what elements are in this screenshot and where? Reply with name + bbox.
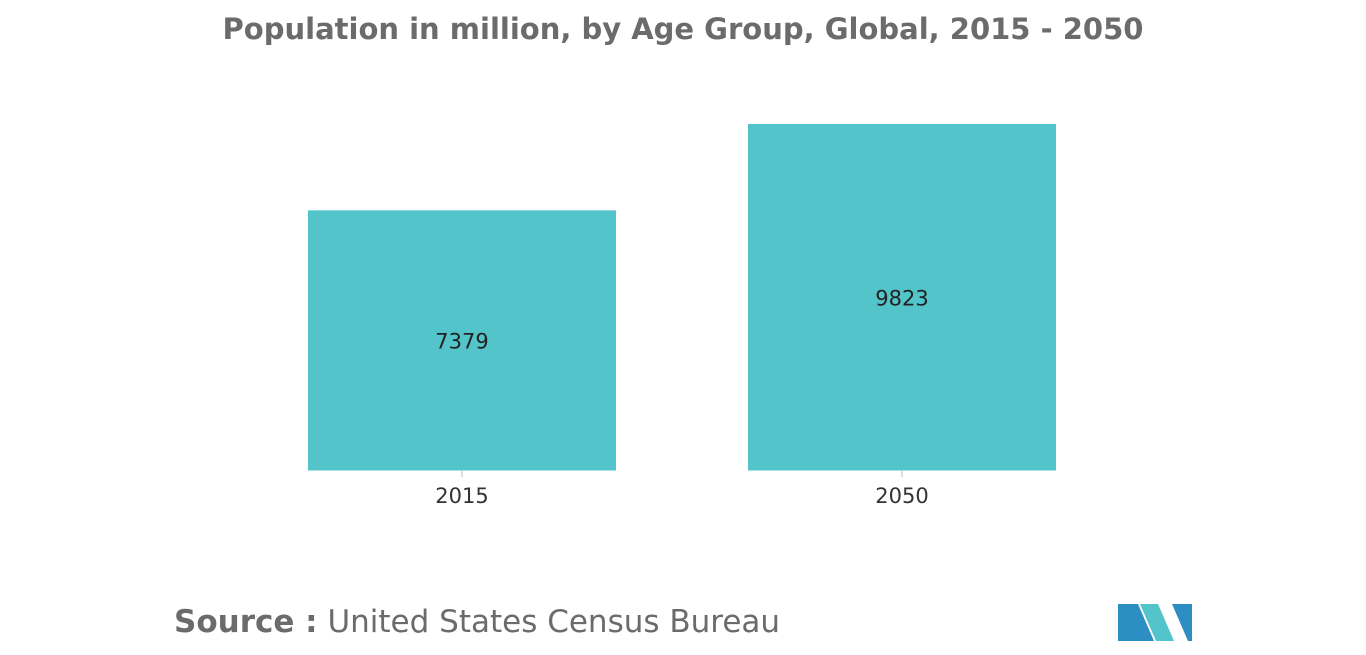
bar-chart: 7379 2015 9823 2050: [308, 124, 1056, 509]
x-ticks-group: [461, 471, 903, 477]
source-text: United States Census Bureau: [327, 604, 781, 640]
bar-2050: [748, 124, 1056, 471]
labels-group: 7379 2015 9823 2050: [435, 287, 928, 509]
bars-group: [308, 124, 1056, 471]
mordor-intelligence-logo-icon: [1118, 604, 1192, 641]
data-label-2050: 9823: [875, 287, 928, 311]
x-tick-label-2015: 2015: [435, 484, 488, 508]
logo-shape-right: [1172, 604, 1192, 641]
logo-shape-left: [1118, 604, 1154, 641]
bar-2015: [308, 210, 616, 471]
data-label-2015: 7379: [435, 330, 488, 354]
chart-title: Population in million, by Age Group, Glo…: [222, 12, 1144, 46]
source-label: Source :: [174, 604, 318, 640]
x-tick-label-2050: 2050: [875, 484, 928, 508]
source-line: Source : United States Census Bureau: [174, 604, 780, 640]
logo-shape-middle: [1140, 604, 1174, 641]
